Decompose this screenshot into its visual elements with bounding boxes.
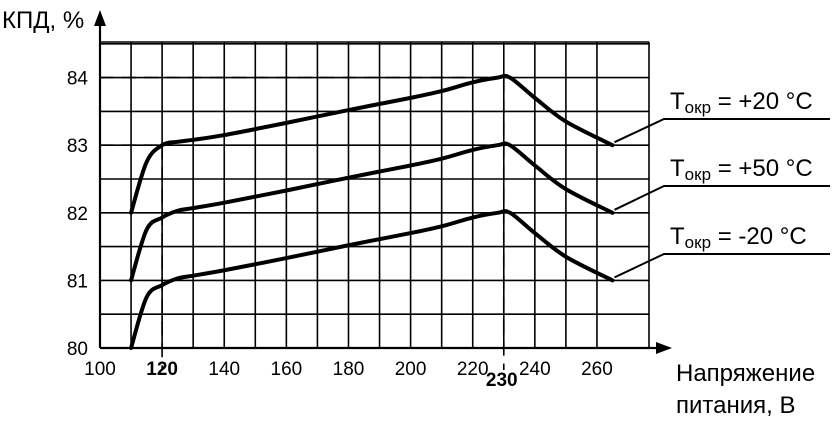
x-tick-labels: 100 120 140 160 180 200 220 240 260 230 [84, 359, 613, 391]
x-tick-label-140: 140 [208, 359, 240, 380]
y-axis-title: КПД, % [2, 7, 84, 34]
x-tick-label-240: 240 [519, 359, 551, 380]
series-label-1: Tокр = +50 °C [670, 155, 813, 184]
x-tick-label-highlight: 230 [486, 370, 518, 391]
series-labels: Tокр = +20 °C Tокр = +50 °C Tокр = -20 °C [614, 88, 830, 279]
y-tick-label-84: 84 [67, 69, 89, 90]
series-label-0: Tокр = +20 °C [670, 88, 813, 117]
axes [94, 10, 672, 354]
x-axis-title-line1: Напряжение [676, 360, 815, 387]
series-lines [129, 73, 615, 350]
series-leader-2 [614, 253, 830, 279]
x-tick-label-100: 100 [84, 359, 116, 380]
series-line-1 [129, 141, 615, 283]
x-axis-arrow [656, 342, 672, 354]
y-tick-label-83: 83 [67, 136, 88, 157]
x-tick-label-160: 160 [271, 359, 303, 380]
y-tick-label-82: 82 [67, 204, 88, 225]
series-label-2: Tокр = -20 °C [670, 223, 807, 252]
y-axis-arrow [94, 10, 106, 26]
x-tick-label-260: 260 [581, 359, 613, 380]
x-tick-label-200: 200 [395, 359, 427, 380]
y-tick-label-81: 81 [67, 271, 88, 292]
x-tick-label-120: 120 [146, 359, 178, 380]
y-tick-labels: 80 81 82 83 84 [67, 69, 89, 360]
series-leader-1 [614, 185, 830, 211]
x-axis-title-line2: питания, В [676, 392, 795, 419]
y-tick-label-80: 80 [67, 339, 88, 360]
grid [100, 41, 650, 348]
series-line-0 [129, 73, 615, 215]
x-tick-label-180: 180 [333, 359, 365, 380]
series-line-2 [129, 209, 615, 350]
reference-lines [100, 76, 505, 370]
series-leader-0 [614, 118, 830, 144]
x-tick-label-220: 220 [457, 359, 489, 380]
